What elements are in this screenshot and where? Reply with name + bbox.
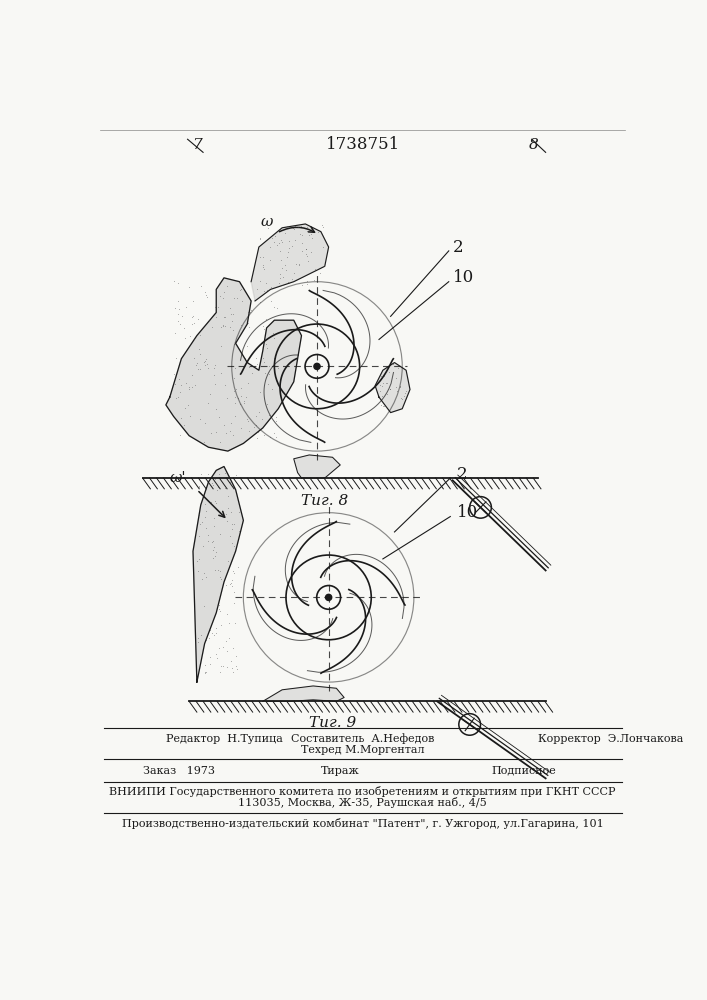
Text: Корректор  Э.Лончакова: Корректор Э.Лончакова (538, 734, 683, 744)
Polygon shape (375, 363, 410, 413)
Text: 2: 2 (452, 239, 463, 256)
Text: 7: 7 (192, 138, 201, 152)
Polygon shape (193, 466, 243, 682)
Text: 8: 8 (529, 138, 539, 152)
Text: 1738751: 1738751 (326, 136, 400, 153)
Text: ω: ω (260, 215, 273, 229)
Circle shape (314, 363, 320, 369)
Text: Подписное: Подписное (491, 766, 556, 776)
Text: Заказ   1973: Заказ 1973 (143, 766, 215, 776)
Text: Τиг. 9: Τиг. 9 (309, 716, 356, 730)
Text: Τиг. 8: Τиг. 8 (301, 494, 349, 508)
Text: ω': ω' (169, 471, 186, 485)
Text: Редактор  Н.Тупица: Редактор Н.Тупица (166, 734, 283, 744)
Circle shape (325, 594, 332, 600)
Text: ВНИИПИ Государственного комитета по изобретениям и открытиям при ГКНТ СССР: ВНИИПИ Государственного комитета по изоб… (110, 786, 616, 797)
Polygon shape (263, 686, 344, 701)
Text: 113035, Москва, Ж-35, Раушская наб., 4/5: 113035, Москва, Ж-35, Раушская наб., 4/5 (238, 797, 487, 808)
Polygon shape (293, 455, 340, 478)
Text: 2: 2 (457, 466, 467, 483)
Text: Тираж: Тираж (321, 766, 360, 776)
Text: 10: 10 (457, 504, 478, 521)
Polygon shape (251, 224, 329, 301)
Text: Техред М.Моргентал: Техред М.Моргентал (301, 745, 424, 755)
Polygon shape (166, 278, 301, 451)
Text: 10: 10 (452, 269, 474, 286)
Text: Производственно-издательский комбинат "Патент", г. Ужгород, ул.Гагарина, 101: Производственно-издательский комбинат "П… (122, 818, 604, 829)
Text: Составитель  А.Нефедов: Составитель А.Нефедов (291, 734, 434, 744)
